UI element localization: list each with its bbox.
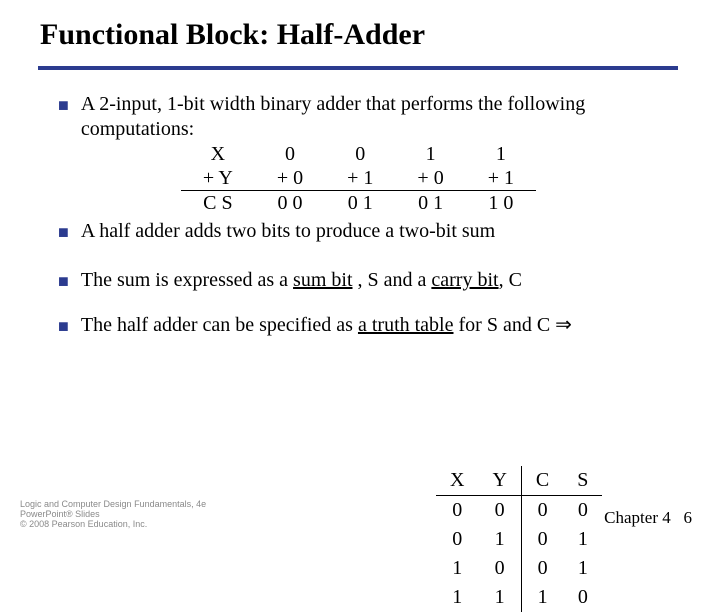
truth-head-c: C (521, 466, 563, 496)
truth-cell: 1 (478, 583, 521, 612)
comp-cell: + 1 (325, 166, 395, 191)
truth-cell: 0 (563, 496, 602, 526)
bullet-icon: ■ (58, 270, 69, 293)
comp-cell: 1 (466, 142, 536, 166)
content-area: ■ A 2-input, 1-bit width binary adder th… (58, 88, 680, 450)
truth-cell: 1 (436, 583, 478, 612)
bullet-icon: ■ (58, 94, 69, 117)
page-title: Functional Block: Half-Adder (40, 18, 425, 52)
comp-cell: + 0 (395, 166, 465, 191)
comp-cell: 0 1 (395, 191, 465, 216)
truth-cell: 1 (563, 554, 602, 583)
truth-cell: 1 (436, 554, 478, 583)
bullet-icon: ■ (58, 315, 69, 338)
truth-cell: 0 (521, 554, 563, 583)
comp-cell: X (181, 142, 255, 166)
comp-cell: + 1 (466, 166, 536, 191)
truth-table-underline: a truth table (358, 314, 454, 336)
truth-cell: 0 (478, 496, 521, 526)
comp-cell: C S (181, 191, 255, 216)
comp-cell: 0 0 (255, 191, 325, 216)
sum-bit-underline: sum bit (293, 269, 352, 291)
bullet-4: ■ The half adder can be specified as a t… (58, 313, 680, 338)
truth-head-y: Y (478, 466, 521, 496)
footer-page: 6 (684, 508, 693, 527)
comp-cell: 1 0 (466, 191, 536, 216)
bullet-1-text: A 2-input, 1-bit width binary adder that… (81, 93, 585, 140)
comp-cell: + 0 (255, 166, 325, 191)
truth-table: X Y C S 0 0 0 0 0 1 0 1 1 (436, 466, 602, 612)
arrow-icon: ⇒ (555, 314, 572, 336)
bullet-icon: ■ (58, 221, 69, 244)
comp-cell: 1 (395, 142, 465, 166)
truth-head-x: X (436, 466, 478, 496)
title-rule (38, 66, 678, 70)
bullet-3-text-b: , S and a (353, 269, 432, 291)
footer-chapter: Chapter 4 (604, 508, 671, 527)
comp-cell: + Y (181, 166, 255, 191)
truth-cell: 0 (478, 554, 521, 583)
comp-cell: 0 1 (325, 191, 395, 216)
comp-cell: 0 (255, 142, 325, 166)
bullet-4-text-a: The half adder can be specified as (81, 314, 358, 336)
truth-cell: 0 (521, 496, 563, 526)
bullet-2: ■ A half adder adds two bits to produce … (58, 219, 680, 244)
truth-cell: 0 (436, 496, 478, 526)
copyright-line-3: © 2008 Pearson Education, Inc. (20, 520, 206, 530)
computation-table: X 0 0 1 1 + Y + 0 + 1 + 0 + 1 C S (181, 142, 536, 215)
bullet-3-text-c: , C (499, 269, 522, 291)
bullet-4-text-b: for S and C (454, 314, 556, 336)
bullet-2-text: A half adder adds two bits to produce a … (81, 219, 680, 244)
bullet-3: ■ The sum is expressed as a sum bit , S … (58, 268, 680, 293)
truth-cell: 1 (521, 583, 563, 612)
bullet-3-text-a: The sum is expressed as a (81, 269, 293, 291)
carry-bit-underline: carry bit (431, 269, 498, 291)
footer: Chapter 4 6 (604, 508, 692, 528)
truth-head-s: S (563, 466, 602, 496)
truth-cell: 0 (563, 583, 602, 612)
bullet-1: ■ A 2-input, 1-bit width binary adder th… (58, 92, 680, 215)
comp-cell: 0 (325, 142, 395, 166)
copyright: Logic and Computer Design Fundamentals, … (20, 500, 206, 530)
lower-block: X Y C S 0 0 0 0 0 1 0 1 1 (58, 268, 680, 450)
